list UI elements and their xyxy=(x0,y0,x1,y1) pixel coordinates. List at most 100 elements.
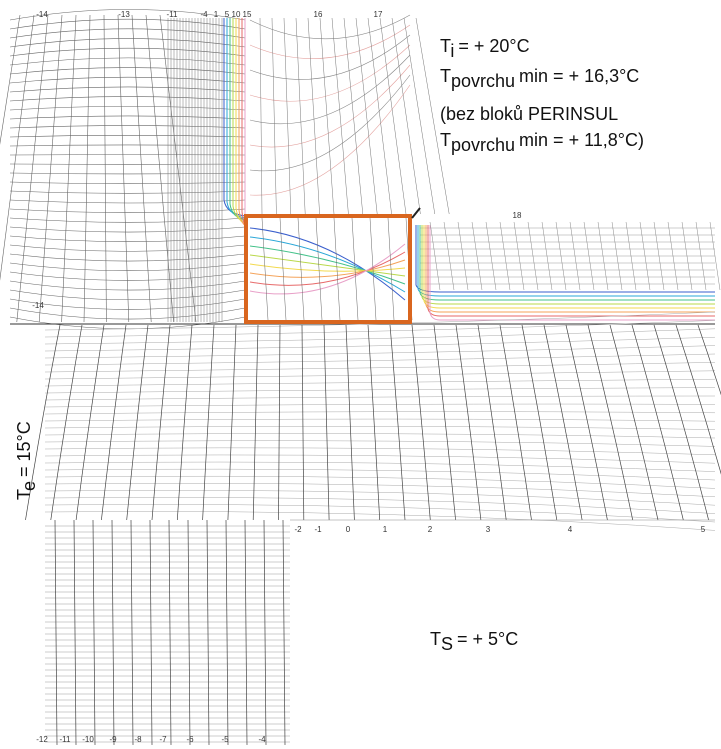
field-line xyxy=(404,18,435,214)
field-line xyxy=(346,325,354,520)
field-line xyxy=(260,18,262,214)
field-line xyxy=(74,520,76,745)
isotherm-label: 4 xyxy=(568,525,573,534)
isotherm-label: 5 xyxy=(225,10,230,19)
isotherm-label: 0 xyxy=(346,525,351,534)
field-line xyxy=(250,15,410,39)
field-line xyxy=(101,325,126,520)
field-line xyxy=(332,18,348,214)
field-line xyxy=(316,218,322,320)
value: min = + 11,8°C) xyxy=(519,130,644,150)
field-line xyxy=(118,15,129,322)
field-line xyxy=(0,15,20,322)
field-line xyxy=(203,325,214,520)
isotherm-label: 17 xyxy=(374,10,383,19)
field-line xyxy=(392,18,420,214)
field-line xyxy=(428,225,715,316)
field-line xyxy=(250,260,405,277)
field-line xyxy=(226,520,228,745)
field-line xyxy=(93,520,95,745)
field-line xyxy=(426,225,715,312)
field-line xyxy=(368,325,380,520)
field-line xyxy=(45,441,715,447)
isotherm-label: 10 xyxy=(232,10,241,19)
field-line xyxy=(308,18,320,214)
field-line xyxy=(368,18,392,214)
isotherm-label: 15 xyxy=(243,10,252,19)
field-line xyxy=(131,520,133,745)
field-line xyxy=(45,388,715,393)
isotherm-label: -11 xyxy=(167,10,179,19)
field-line xyxy=(188,520,190,745)
field-line xyxy=(84,15,90,322)
field-line xyxy=(127,325,148,520)
value: = + 5°C xyxy=(457,629,518,649)
isotherm-label: -5 xyxy=(221,735,229,744)
isotherm-label: -13 xyxy=(118,10,130,19)
field-line xyxy=(250,252,405,285)
isotherm-label: -8 xyxy=(134,735,142,744)
field-line xyxy=(420,225,715,300)
field-line xyxy=(45,419,715,421)
isotherm-label: 5 xyxy=(701,525,706,534)
annotation: Ti= + 20°C xyxy=(440,36,530,61)
field-line xyxy=(146,15,174,322)
field-line xyxy=(45,412,715,414)
field-line xyxy=(55,520,57,745)
field-line xyxy=(160,15,196,322)
thermal-diagram: Ti= + 20°C Tpovrchumin = + 16,3°C (bez blo… xyxy=(0,0,721,749)
isotherm-label: -12 xyxy=(36,735,48,744)
value: = + 20°C xyxy=(458,36,529,56)
field-line xyxy=(228,325,236,520)
isotherm-label: -2 xyxy=(294,525,302,534)
isotherm-label: -11 xyxy=(60,735,72,744)
subscript: i xyxy=(450,41,454,61)
pointer-arrow xyxy=(412,208,420,218)
subscript: e xyxy=(19,481,39,491)
field-line xyxy=(500,325,532,520)
field-line xyxy=(45,490,715,505)
field-line xyxy=(45,469,715,480)
field-line xyxy=(62,15,76,322)
field-line xyxy=(112,520,114,745)
isotherm-label: 1 xyxy=(383,525,388,534)
field-line xyxy=(150,520,152,745)
value: min = + 16,3°C xyxy=(519,66,639,86)
field-line xyxy=(610,325,658,520)
field-line xyxy=(284,18,291,214)
field-line xyxy=(478,325,506,520)
field-line xyxy=(588,325,633,520)
field-line xyxy=(298,218,304,320)
subscript: povrchu xyxy=(451,71,515,91)
isotherm-label: -7 xyxy=(159,735,167,744)
field-line xyxy=(250,244,405,294)
isotherm-label: -14 xyxy=(32,301,44,310)
isotherm-label: 16 xyxy=(314,10,323,19)
field-line xyxy=(45,483,715,497)
field-line xyxy=(320,18,334,214)
field-line xyxy=(45,426,715,429)
symbol: T xyxy=(440,130,451,150)
isotherm-label: 18 xyxy=(513,211,522,220)
field-line xyxy=(207,520,209,745)
field-line xyxy=(177,325,192,520)
field-line xyxy=(45,354,715,365)
isotherm-label: -4 xyxy=(258,735,266,744)
field-line xyxy=(264,520,266,745)
field-line xyxy=(45,448,715,455)
isotherm-label: 2 xyxy=(428,525,433,534)
field-line xyxy=(0,15,34,322)
isotherm-label: -4 xyxy=(200,10,208,19)
annotation: TS= + 5°C xyxy=(430,629,518,654)
field-line xyxy=(344,18,363,214)
field-line xyxy=(245,520,247,745)
isotherm-label: -6 xyxy=(186,735,194,744)
field-line xyxy=(632,325,683,520)
isotherm-label: -1 xyxy=(314,525,322,534)
field-line xyxy=(418,225,715,296)
isotherm-label: 1 xyxy=(214,10,219,19)
annotation: (bez bloků PERINSUL xyxy=(440,104,618,124)
field-line xyxy=(45,371,715,379)
field-line xyxy=(250,255,405,276)
